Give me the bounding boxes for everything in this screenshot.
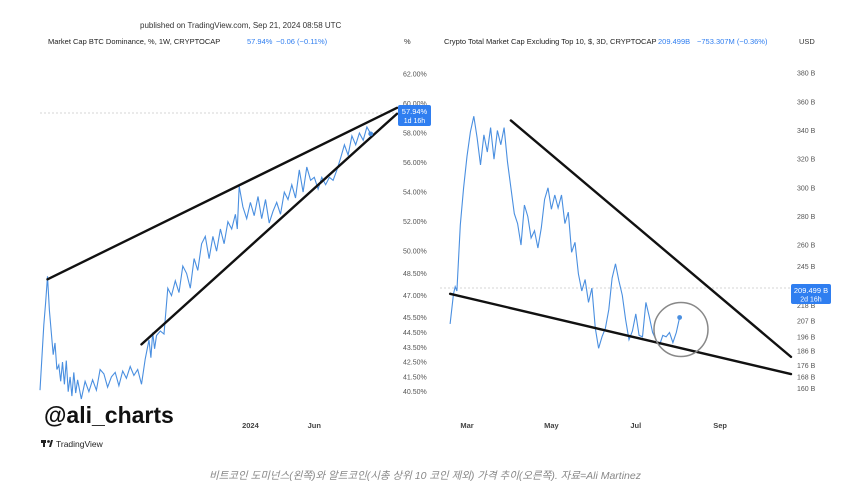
btc-dominance-y-tick-label: 44.50% xyxy=(403,330,427,337)
btc-dominance-y-tick-label: 52.00% xyxy=(403,219,427,226)
btc-dominance-y-tick-label: 45.50% xyxy=(403,315,427,322)
btc-dominance-price-badge: 57.94% 1d 16h xyxy=(398,105,431,126)
altcoin-mcap-y-tick-label: 260 B xyxy=(797,243,816,250)
altcoin-mcap-last-point xyxy=(677,315,683,320)
btc-dominance-y-tick-label: 43.50% xyxy=(403,345,427,352)
altcoin-mcap-trendline xyxy=(509,119,793,359)
altcoin-mcap-x-tick-label: May xyxy=(544,421,559,430)
ali-charts-watermark: @ali_charts xyxy=(44,402,174,428)
altcoin-mcap-y-tick-label: 280 B xyxy=(797,214,816,221)
altcoin-mcap-highlight-ring xyxy=(653,301,709,358)
altcoin-mcap-y-tick-label: 300 B xyxy=(797,185,816,192)
altcoin-mcap-y-tick-label: 380 B xyxy=(797,71,816,78)
altcoin-mcap-series-line xyxy=(449,116,681,349)
btc-dominance-badge-box xyxy=(398,105,431,126)
altcoin-mcap-highlight-circle xyxy=(653,301,709,358)
altcoin-mcap-y-tick-label: 360 B xyxy=(797,99,816,106)
altcoin-mcap-trendlines xyxy=(448,119,793,376)
btc-dominance-badge-value: 57.94% xyxy=(402,107,428,116)
altcoin-mcap-y-tick-label: 207 B xyxy=(797,319,816,326)
btc-dominance-y-tick-label: 56.00% xyxy=(403,160,427,167)
altcoin-mcap-y-axis: 380 B 360 B 340 B 320 B 300 B 280 B 260 B 245 B… xyxy=(797,71,816,393)
btc-dominance-last-point xyxy=(368,131,374,137)
altcoin-mcap-y-tick-label: 168 B xyxy=(797,374,816,381)
altcoin-mcap-x-tick-label: Jul xyxy=(630,421,641,430)
btc-dominance-trendlines xyxy=(46,106,399,346)
tradingview-brand: TradingView xyxy=(56,439,104,449)
btc-dominance-y-tick-label: 48.50% xyxy=(403,271,427,278)
chart-caption: 비트코인 도미넌스(왼쪽)와 알트코인(시총 상위 10 코인 제외) 가격 추… xyxy=(209,470,642,482)
btc-dominance-y-tick-label: 40.50% xyxy=(403,389,427,396)
btc-dominance-last-point-dot xyxy=(368,131,374,137)
altcoin-mcap-badge-value: 209.499 B xyxy=(794,286,828,295)
btc-dominance-x-axis: 2024 Jun xyxy=(242,421,321,430)
altcoin-mcap-y-tick-label: 160 B xyxy=(797,386,816,393)
tradingview-logo-icon xyxy=(41,440,53,447)
altcoin-mcap-badge-countdown: 2d 16h xyxy=(800,297,822,304)
altcoin-mcap-y-tick-label: 186 B xyxy=(797,349,816,356)
altcoin-mcap-y-tick-label: 320 B xyxy=(797,157,816,164)
altcoin-mcap-y-tick-label: 196 B xyxy=(797,334,816,341)
btc-dominance-last-value: 57.94% xyxy=(247,37,273,46)
altcoin-mcap-y-tick-label: 218 B xyxy=(797,303,816,310)
btc-dominance-trendline xyxy=(140,112,399,346)
btc-dominance-x-tick-label: Jun xyxy=(308,421,322,430)
altcoin-mcap-trendline xyxy=(448,292,793,376)
btc-dominance-series-line xyxy=(39,125,372,400)
altcoin-mcap-change: −753.307M (−0.36%) xyxy=(697,37,768,46)
altcoin-mcap-y-tick-label: 245 B xyxy=(797,264,816,271)
altcoin-mcap-x-axis: Mar May Jul Sep xyxy=(460,421,727,430)
btc-dominance-x-tick-label: 2024 xyxy=(242,421,260,430)
btc-dominance-y-tick-label: 62.00% xyxy=(403,71,427,78)
altcoin-mcap-x-tick-label: Mar xyxy=(460,421,473,430)
altcoin-mcap-last-value: 209.499B xyxy=(658,37,690,46)
altcoin-mcap-price-badge: 209.499 B 2d 16h xyxy=(791,284,831,304)
btc-dominance-y-tick-label: 50.00% xyxy=(403,249,427,256)
btc-dominance-change: −0.06 (−0.11%) xyxy=(276,37,328,46)
altcoin-mcap-y-tick-label: 176 B xyxy=(797,363,816,370)
altcoin-mcap-title: Crypto Total Market Cap Excluding Top 10… xyxy=(444,37,656,46)
altcoin-mcap-y-tick-label: 340 B xyxy=(797,128,816,135)
btc-dominance-y-tick-label: 60.00% xyxy=(403,101,427,108)
altcoin-mcap-x-tick-label: Sep xyxy=(713,421,727,430)
btc-dominance-title: Market Cap BTC Dominance, %, 1W, CRYPTOC… xyxy=(48,37,220,46)
altcoin-mcap-chart: Crypto Total Market Cap Excluding Top 10… xyxy=(440,37,831,430)
btc-dominance-chart: Market Cap BTC Dominance, %, 1W, CRYPTOC… xyxy=(39,37,431,430)
altcoin-mcap-badge-box xyxy=(791,284,831,304)
btc-dominance-badge-countdown: 1d 16h xyxy=(404,118,426,125)
published-header: published on TradingView.com, Sep 21, 20… xyxy=(140,21,342,30)
btc-dominance-y-tick-label: 42.50% xyxy=(403,360,427,367)
btc-dominance-axis-unit: % xyxy=(404,37,411,46)
btc-dominance-y-tick-label: 58.00% xyxy=(403,130,427,137)
altcoin-mcap-last-point-dot xyxy=(677,315,683,320)
altcoin-mcap-axis-unit: USD xyxy=(799,37,815,46)
btc-dominance-y-tick-label: 47.00% xyxy=(403,293,427,300)
btc-dominance-y-axis: 62.00% 60.00% 58.00% 56.00% 54.00% 52.00% 50.0… xyxy=(403,71,427,396)
btc-dominance-trendline xyxy=(46,106,399,281)
btc-dominance-y-tick-label: 54.00% xyxy=(403,190,427,197)
btc-dominance-y-tick-label: 41.50% xyxy=(403,374,427,381)
